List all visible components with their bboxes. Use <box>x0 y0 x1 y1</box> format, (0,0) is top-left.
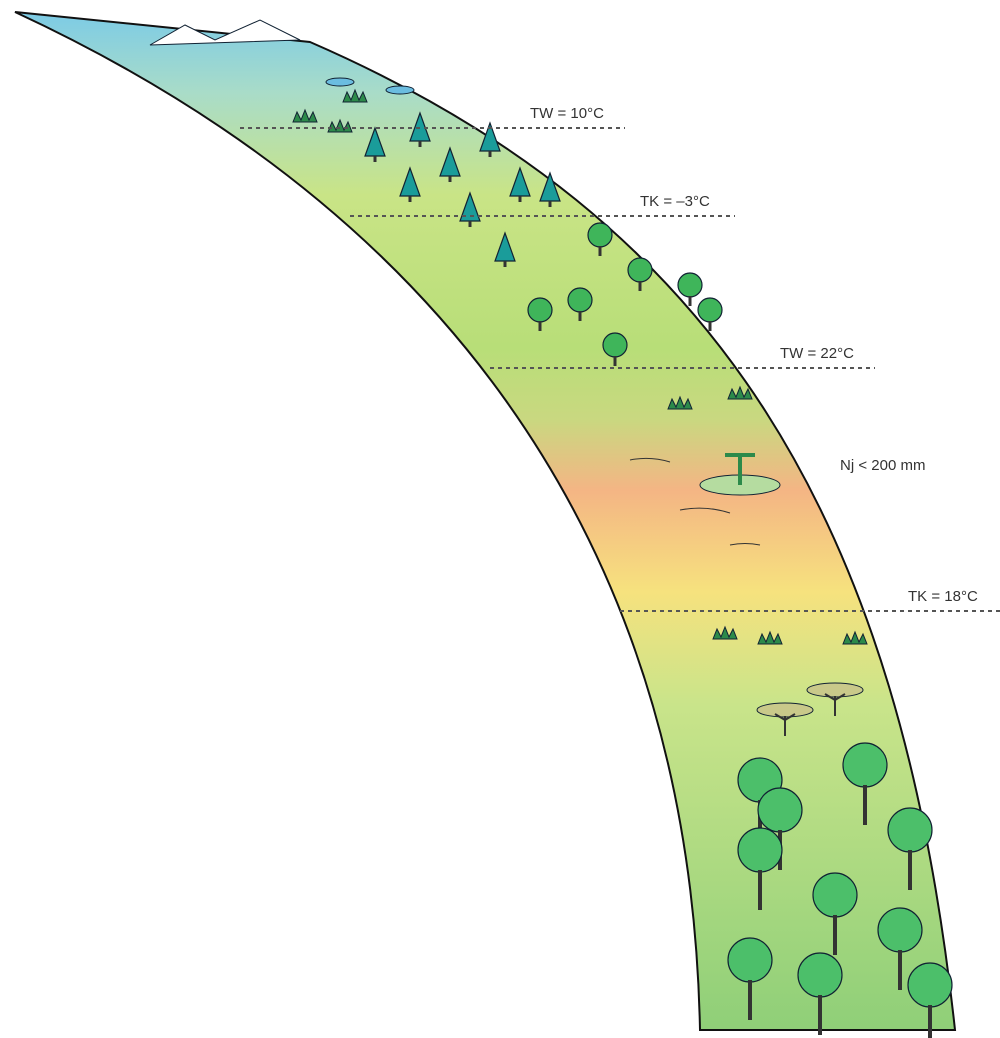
shrub <box>668 397 692 409</box>
shrub <box>713 627 737 639</box>
shrub <box>728 387 752 399</box>
shrub <box>328 120 352 132</box>
page: {"labels": ["TW = 10°C", "TK = –3°C", "T… <box>0 0 1000 1038</box>
vegetation-zones-diagram: TW = 10°C TK = –3°C TW = 22°C Nj < 200 m… <box>0 0 1000 1038</box>
lake <box>326 78 354 86</box>
shrub <box>758 632 782 644</box>
shrub <box>843 632 867 644</box>
boundary-label: TK = 18°C <box>908 588 978 605</box>
lake <box>386 86 414 94</box>
boundary-label: TK = –3°C <box>640 193 710 210</box>
shrub <box>293 110 317 122</box>
boundary-label: Nj < 200 mm <box>840 457 925 474</box>
climate-band <box>15 12 955 1030</box>
boundary-label: TW = 10°C <box>530 105 604 122</box>
boundary-label: TW = 22°C <box>780 345 854 362</box>
shrub <box>343 90 367 102</box>
